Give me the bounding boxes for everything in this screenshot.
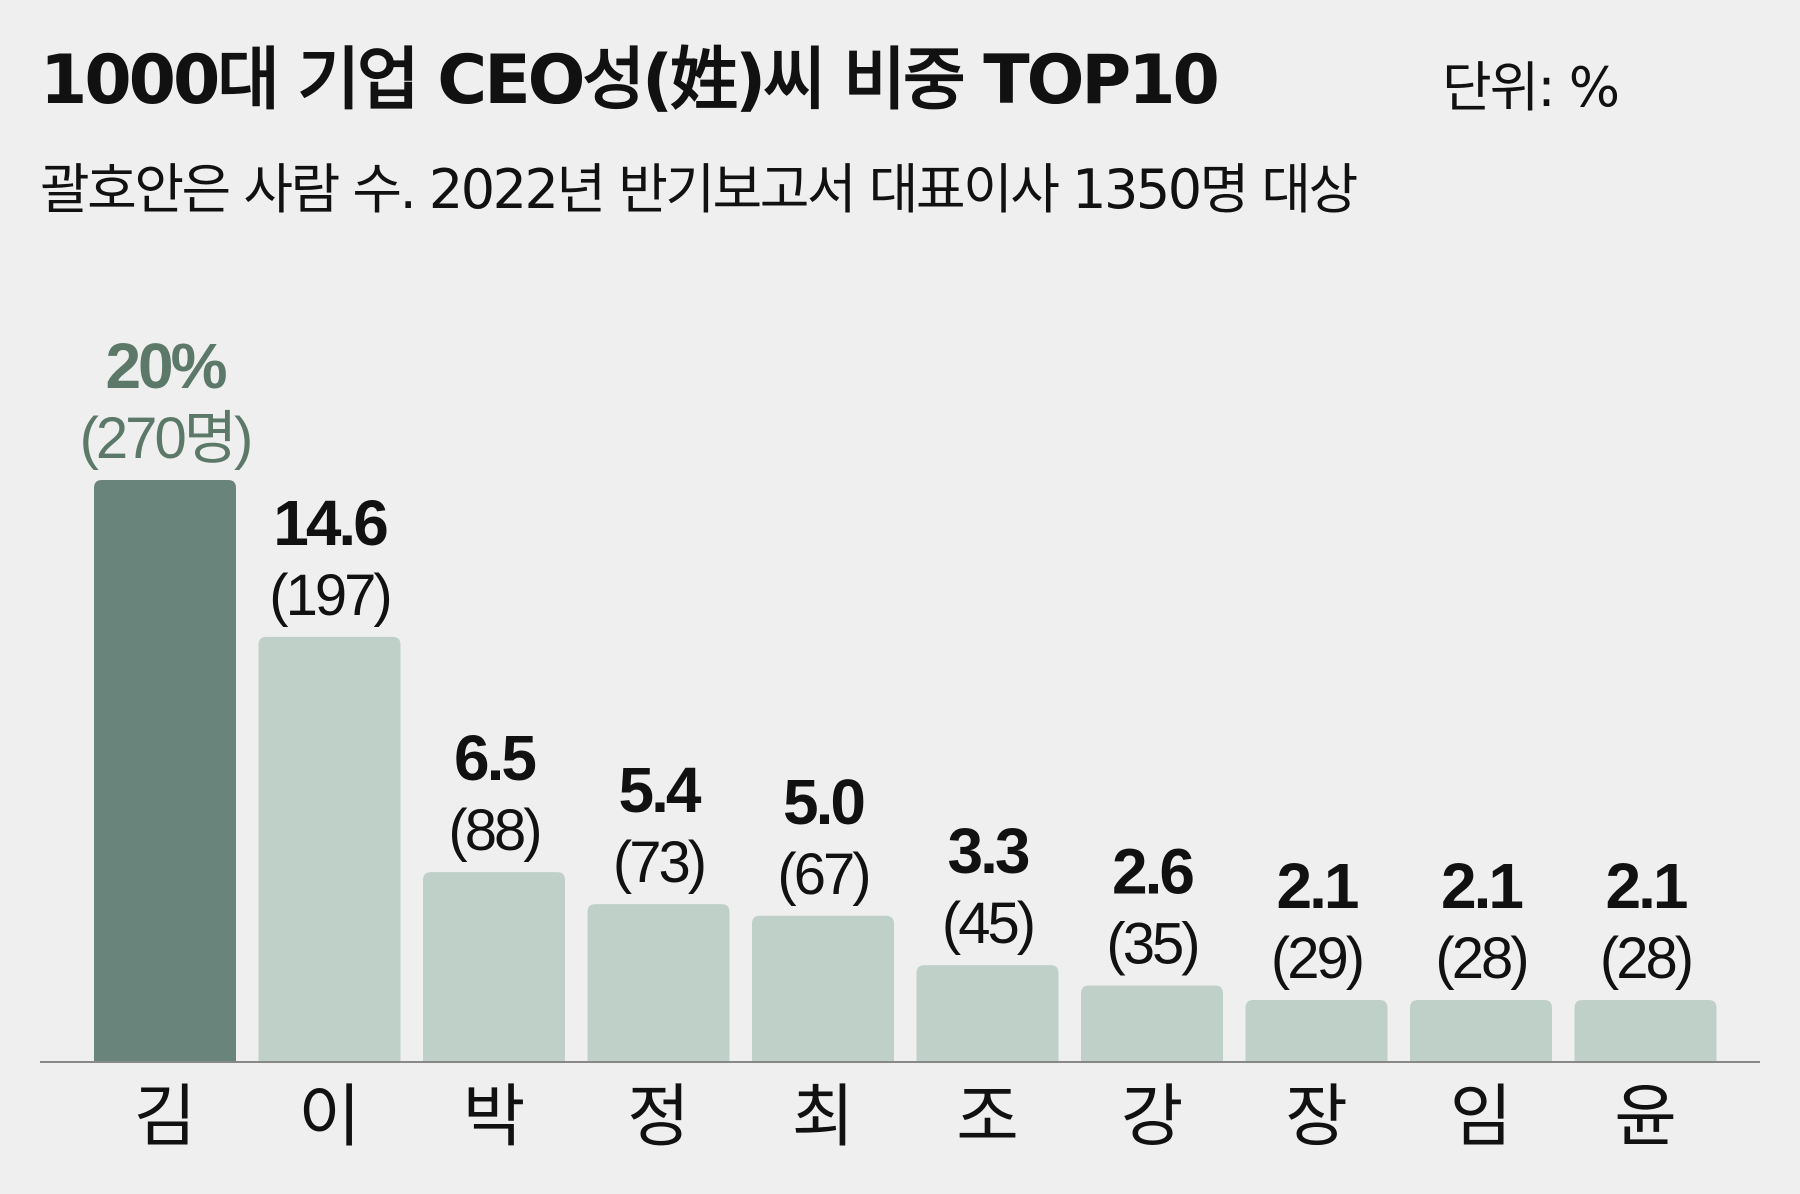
unit-label: 단위: % xyxy=(1442,56,1620,119)
bar-1 xyxy=(258,636,401,1061)
bar-value-label-5: 3.3 xyxy=(948,815,1029,887)
chart-subtitle: 괄호안은 사람 수. 2022년 반기보고서 대표이사 1350명 대상 xyxy=(40,158,1358,221)
bar-6 xyxy=(1081,985,1223,1061)
bar-value-label-6: 2.6 xyxy=(1112,835,1193,907)
bar-value-label-2: 6.5 xyxy=(454,722,535,794)
bar-value-label-3: 5.4 xyxy=(619,754,702,826)
chart-title: 1000대 기업 CEO성(姓)씨 비중 TOP10 xyxy=(40,41,1220,120)
bar-count-label-4: (67) xyxy=(777,842,868,907)
bar-2 xyxy=(423,872,565,1061)
bar-7 xyxy=(1245,999,1388,1061)
category-label-9: 윤 xyxy=(1614,1078,1677,1157)
bar-value-label-4: 5.0 xyxy=(783,766,863,838)
category-label-2: 박 xyxy=(463,1078,526,1157)
bar-count-label-6: (35) xyxy=(1106,911,1197,976)
bar-count-label-5: (45) xyxy=(942,891,1033,956)
bar-8 xyxy=(1410,999,1552,1061)
bar-count-label-3: (73) xyxy=(613,830,704,895)
bar-value-label-9: 2.1 xyxy=(1606,850,1687,922)
category-label-7: 장 xyxy=(1285,1078,1348,1157)
bar-value-label-0: 20% xyxy=(105,330,226,402)
category-label-5: 조 xyxy=(956,1078,1019,1157)
category-label-8: 임 xyxy=(1450,1078,1513,1157)
bar-count-label-9: (28) xyxy=(1600,926,1691,991)
category-label-6: 강 xyxy=(1121,1078,1184,1157)
bar-count-label-7: (29) xyxy=(1271,926,1362,991)
bar-count-label-8: (28) xyxy=(1435,926,1526,991)
bar-count-label-2: (88) xyxy=(448,798,539,863)
bar-3 xyxy=(587,904,730,1061)
category-label-3: 정 xyxy=(627,1078,690,1157)
category-label-1: 이 xyxy=(298,1078,361,1157)
bar-value-label-1: 14.6 xyxy=(273,487,387,559)
bar-count-label-1: (197) xyxy=(269,563,389,628)
bar-value-label-7: 2.1 xyxy=(1277,850,1358,922)
bar-5 xyxy=(916,965,1059,1061)
bar-value-label-8: 2.1 xyxy=(1441,850,1522,922)
bar-9 xyxy=(1574,999,1717,1061)
category-label-0: 김 xyxy=(134,1078,197,1157)
bar-count-label-0: (270명) xyxy=(80,406,251,471)
category-label-4: 최 xyxy=(792,1078,855,1157)
bar-4 xyxy=(752,915,894,1061)
bar-0 xyxy=(94,480,236,1061)
